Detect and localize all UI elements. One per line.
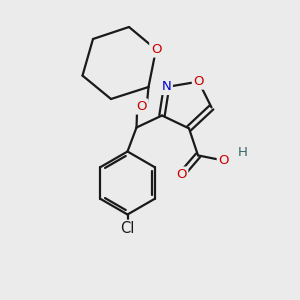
Text: O: O [218,154,229,167]
Text: O: O [194,75,204,88]
Text: O: O [136,100,147,113]
Text: N: N [162,80,171,94]
Text: O: O [151,43,161,56]
Text: H: H [238,146,248,160]
Text: Cl: Cl [120,221,135,236]
Text: O: O [176,168,187,181]
